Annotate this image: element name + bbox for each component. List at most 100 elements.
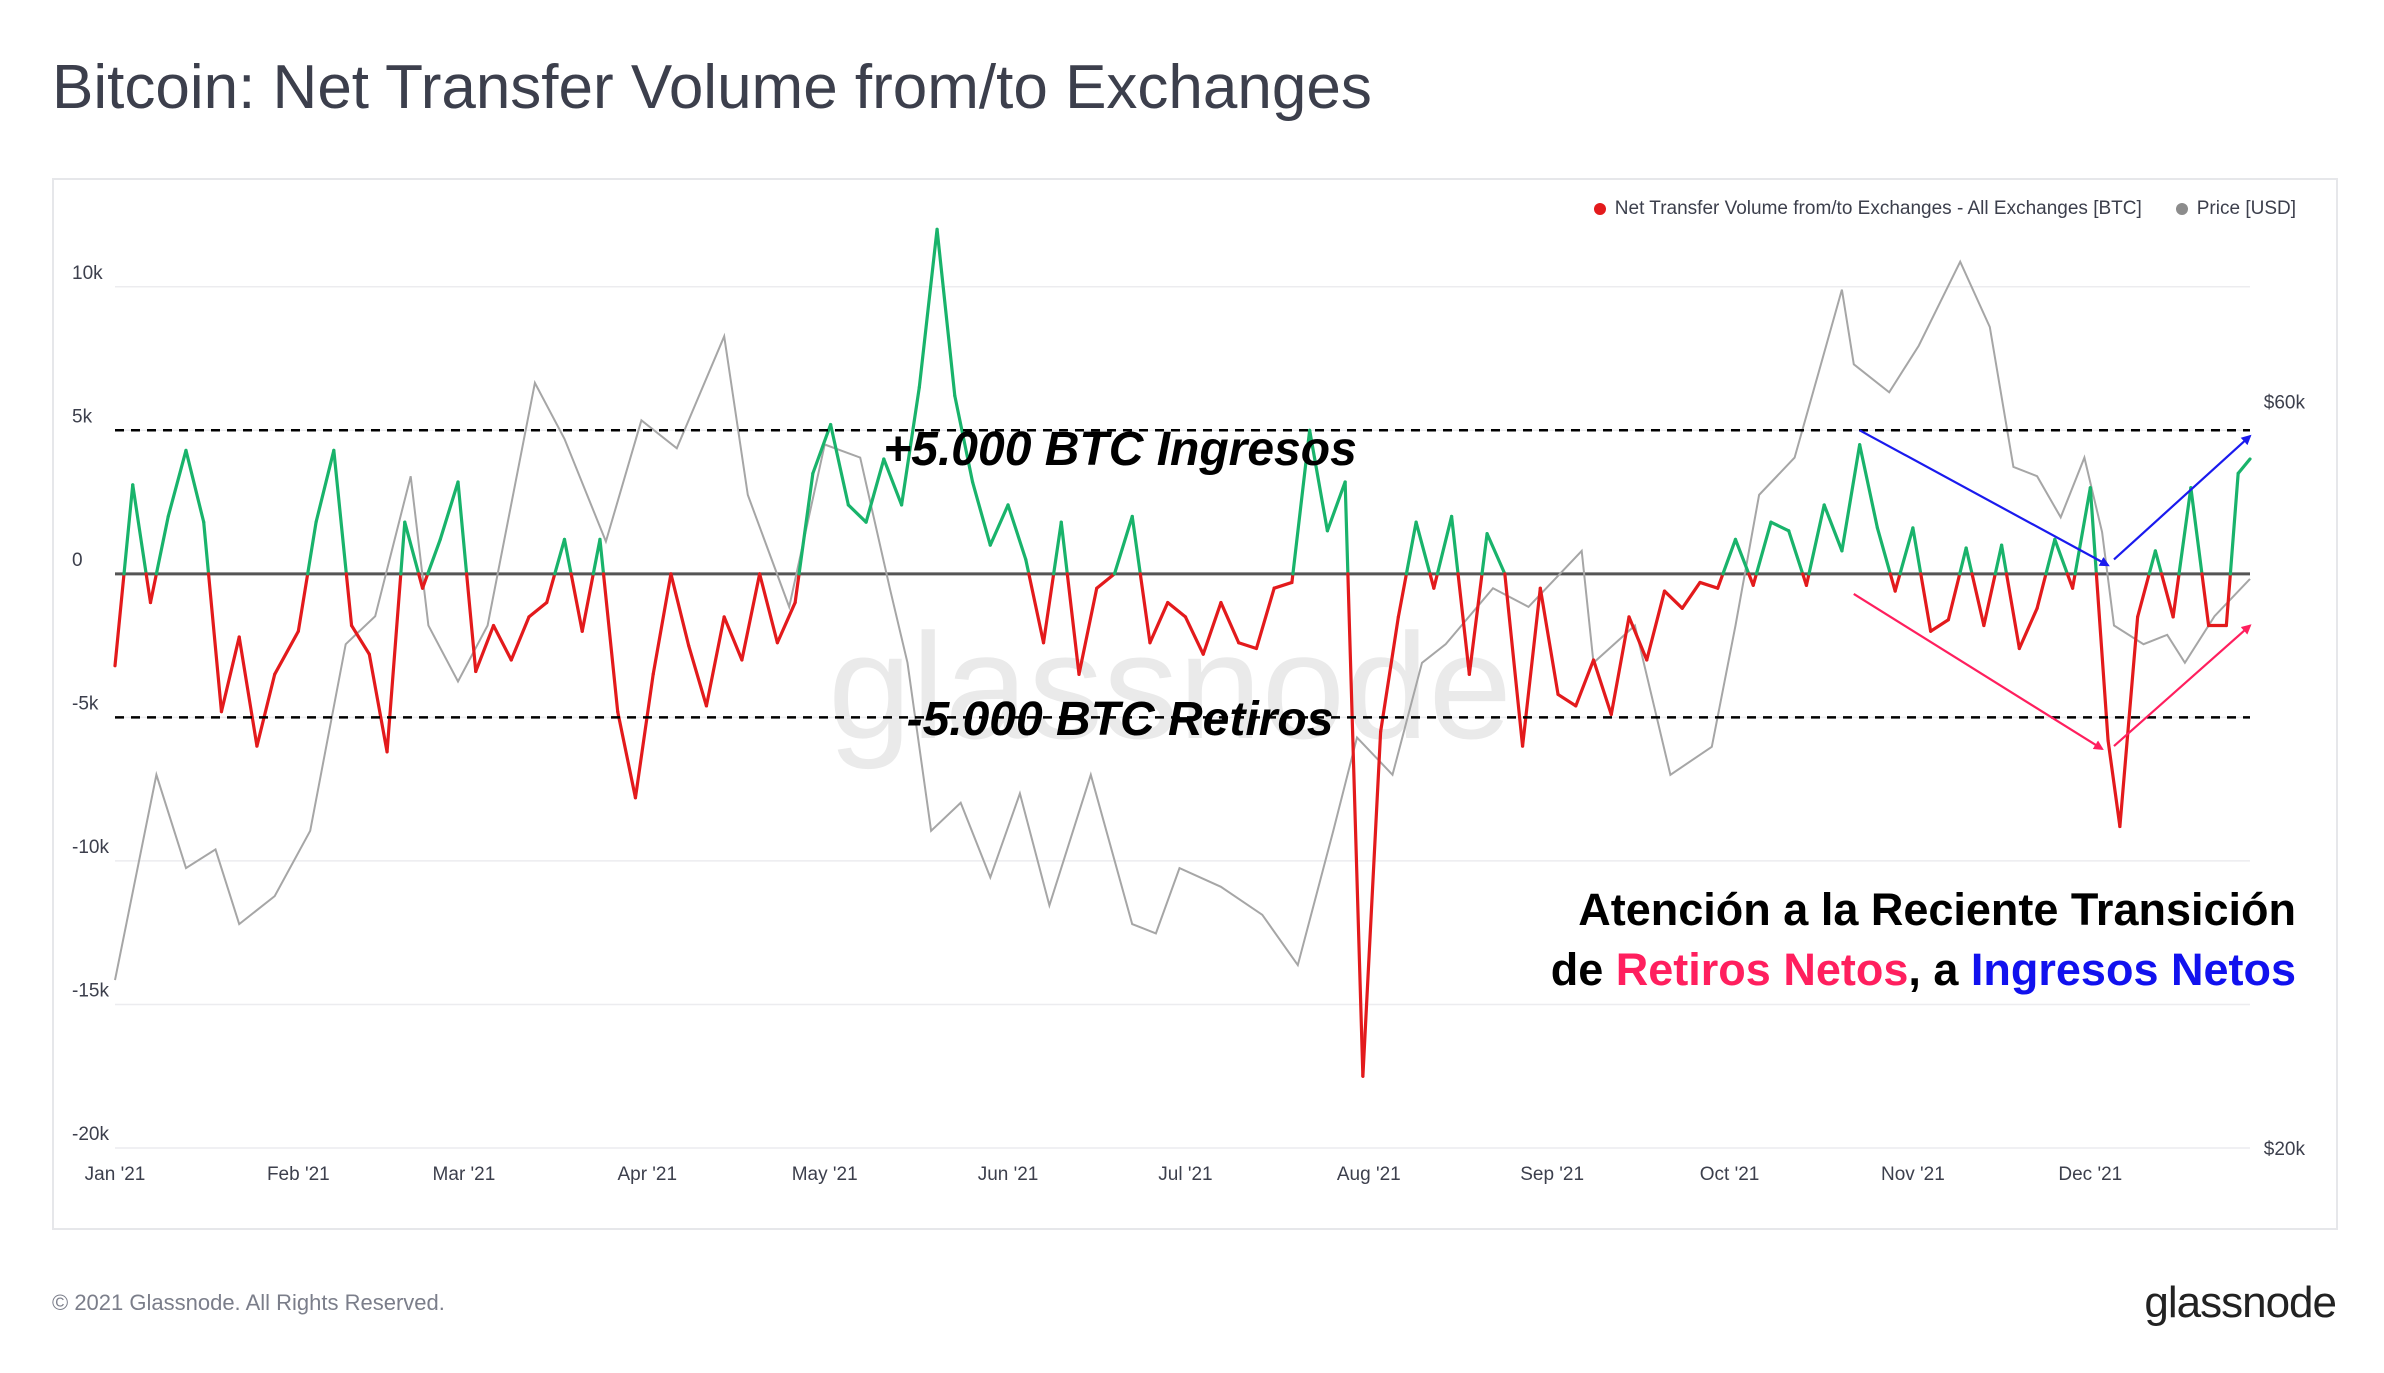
reference-lines [115, 429, 2250, 719]
net-transfer-segment [882, 457, 904, 507]
net-transfer-segment [206, 572, 224, 714]
red-down-arrow [1853, 593, 2104, 751]
net-transfer-segment [1166, 600, 1188, 619]
x-tick-label: Nov '21 [1881, 1164, 1945, 1185]
legend-dot-red-icon [1593, 203, 1606, 215]
net-transfer-segment [2035, 572, 2048, 610]
net-transfer-segment [2106, 738, 2122, 829]
net-transfer-segment [1893, 572, 1902, 593]
net-transfer-segment [1130, 514, 1142, 576]
net-transfer-segment [1662, 589, 1684, 610]
net-transfer-segment [1970, 572, 1986, 628]
net-transfer-segment [2236, 457, 2252, 475]
net-transfer-segment [1840, 443, 1862, 553]
net-transfer-segment [722, 615, 744, 662]
y-right-tick-label: $60k [2264, 393, 2306, 414]
net-transfer-segment [420, 572, 430, 590]
net-transfer-segment [1721, 537, 1738, 576]
net-transfer-segment [1041, 572, 1056, 645]
net-transfer-segment [633, 672, 655, 800]
net-transfer-segment [1680, 580, 1702, 610]
x-tick-label: Jul '21 [1158, 1164, 1212, 1185]
net-transfer-segment [1627, 615, 1649, 662]
net-transfer-segment [438, 480, 460, 541]
net-transfer-segment [2053, 537, 2069, 576]
net-transfer-segment [758, 572, 779, 645]
x-tick-label: May '21 [792, 1164, 858, 1185]
net-transfer-segment [1807, 503, 1826, 576]
net-transfer-segment [953, 394, 975, 484]
net-transfer-segment [367, 652, 389, 754]
upper-threshold-label: +5.000 BTC Ingresos [883, 423, 1357, 476]
net-transfer-segment [569, 572, 584, 633]
net-transfer-segment [1414, 520, 1432, 576]
note-line-1: Atención a la Reciente Transición [1578, 884, 2296, 935]
copyright-footer: © 2021 Glassnode. All Rights Reserved. [52, 1290, 445, 1315]
x-tick-label: Aug '21 [1337, 1164, 1401, 1185]
net-transfer-segment [255, 672, 277, 748]
net-transfer-segment [2070, 572, 2077, 590]
net-transfer-segment [1148, 600, 1170, 645]
net-transfer-segment [349, 623, 371, 656]
net-transfer-segment [385, 572, 403, 754]
net-transfer-segment [1219, 600, 1241, 645]
net-transfer-segment [1112, 514, 1134, 576]
net-transfer-segment [314, 448, 336, 524]
net-transfer-segment [775, 600, 797, 645]
legend-item-net-transfer[interactable]: Net Transfer Volume from/to Exchanges - … [1593, 198, 2142, 220]
net-transfer-segment [1346, 572, 1365, 1078]
net-transfer-segment [1911, 526, 1923, 576]
net-transfer-segment [740, 572, 762, 662]
net-transfer-segment [545, 572, 557, 605]
net-transfer-segment [296, 572, 310, 633]
net-transfer-segment [1733, 537, 1751, 576]
y-right-tick-label: $20k [2264, 1139, 2306, 1160]
net-transfer-segment [1435, 514, 1454, 576]
legend-item-price[interactable]: Price [USD] [2175, 198, 2296, 220]
net-transfer-segment [1272, 580, 1294, 590]
net-transfer-segment [1138, 572, 1152, 645]
net-transfer-segment [1065, 572, 1081, 676]
net-transfer-segment [704, 615, 726, 708]
net-transfer-segment [509, 615, 531, 662]
net-transfer-segment [2177, 486, 2193, 576]
net-transfer-segment [1751, 572, 1759, 587]
y-left-tick-label: -5k [72, 693, 99, 714]
net-transfer-segment [2136, 572, 2151, 619]
chart-legend: Net Transfer Volume from/to Exchanges - … [1593, 198, 2296, 220]
net-transfer-segment [344, 572, 354, 628]
y-left-tick-label: -20k [72, 1124, 109, 1145]
net-transfer-segment [1556, 692, 1578, 708]
net-transfer-segment [1024, 557, 1031, 576]
net-transfer-segment [1059, 520, 1069, 576]
net-transfer-segment [273, 629, 300, 676]
net-transfer-segment [1201, 600, 1223, 656]
net-transfer-segment [899, 385, 921, 507]
net-transfer-segment [166, 448, 188, 519]
net-transfer-segment [1538, 586, 1560, 697]
net-transfer-segment [1343, 480, 1350, 576]
net-transfer-segment [1645, 589, 1667, 662]
net-transfer-segment [148, 572, 158, 605]
net-transfer-segment [1480, 532, 1489, 576]
net-transfer-segment [122, 483, 135, 576]
net-transfer-segment [1919, 572, 1933, 633]
net-transfer-segment [474, 623, 496, 674]
net-transfer-segment [202, 520, 211, 576]
net-transfer-segment [601, 572, 620, 714]
net-transfer-segment [237, 635, 259, 748]
net-transfer-segment [2000, 543, 2009, 576]
note-blue-text: Ingresos Netos [1970, 944, 2296, 995]
glassnode-logo: glassnode [2144, 1278, 2337, 1327]
net-transfer-segment [811, 422, 833, 475]
net-transfer-segment [1787, 529, 1805, 576]
net-transfer-segment [616, 710, 638, 800]
x-tick-label: Jan '21 [85, 1164, 146, 1185]
net-transfer-segment [2004, 572, 2021, 651]
net-transfer-series [113, 227, 2252, 1078]
net-transfer-segment [113, 572, 126, 668]
net-transfer-segment [399, 520, 407, 576]
net-transfer-segment [1822, 503, 1844, 553]
net-transfer-segment [403, 520, 421, 576]
lower-threshold-label: -5.000 BTC Retiros [907, 693, 1334, 746]
